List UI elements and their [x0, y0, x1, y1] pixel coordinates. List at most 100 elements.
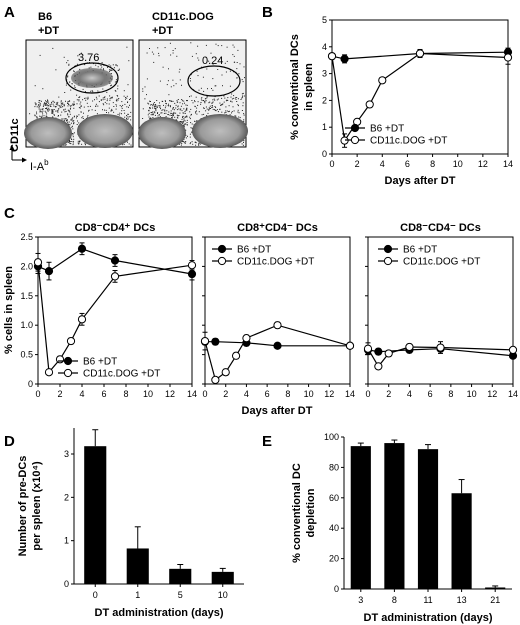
flow-y-axis-label: CD11c — [9, 118, 21, 152]
flow-event-dot — [108, 112, 110, 114]
flow-event-dot — [176, 101, 178, 103]
data-point-open — [55, 355, 65, 364]
flow-event-dot — [187, 100, 188, 102]
flow-event-dot — [204, 100, 206, 102]
flow-event-dot — [67, 60, 69, 62]
flow-event-dot — [113, 67, 115, 69]
flow-event-dot — [189, 96, 190, 98]
y-tick-label: 0 — [322, 149, 327, 159]
flow-event-dot — [207, 112, 209, 114]
x-tick-label: 14 — [187, 389, 197, 399]
flow-event-dot — [242, 102, 244, 104]
flow-event-dot — [87, 106, 89, 108]
flow-event-dot — [155, 110, 157, 112]
flow-event-dot — [223, 95, 225, 97]
flow-event-dot — [173, 85, 175, 87]
data-point-filled — [340, 54, 349, 63]
flow-event-dot — [226, 60, 228, 62]
flow-event-dot — [209, 105, 211, 107]
flow-event-dot — [172, 107, 174, 109]
flow-event-dot — [85, 144, 86, 146]
flow-event-dot — [70, 119, 72, 121]
y-axis-label-line2: depletion — [305, 488, 317, 537]
flow-event-dot — [94, 99, 95, 101]
flow-event-dot — [237, 98, 239, 100]
flow-event-dot — [152, 105, 154, 107]
flow-event-dot — [67, 102, 69, 104]
flow-event-dot — [152, 114, 154, 116]
panel-label-b: B — [262, 4, 273, 21]
flow-event-dot — [231, 112, 232, 114]
flow-event-dot — [189, 118, 191, 120]
flow-event-dot — [115, 64, 117, 66]
panel-label-c: C — [4, 205, 15, 222]
flow-event-dot — [242, 92, 244, 94]
flow-event-dot — [52, 109, 54, 111]
flow-event-dot — [63, 104, 65, 106]
flow-event-dot — [70, 89, 72, 91]
y-tick-label: 1 — [322, 122, 327, 132]
flow-event-dot — [49, 104, 51, 106]
flow-event-dot — [88, 110, 89, 112]
flow-event-dot — [78, 97, 80, 98]
flow-event-dot — [190, 95, 192, 97]
data-point-open — [221, 368, 230, 377]
flow-event-dot — [198, 143, 199, 145]
x-tick-label: 5 — [178, 590, 183, 600]
flow-event-dot — [61, 118, 63, 120]
flow-event-dot — [159, 106, 161, 108]
flow-event-dot — [44, 102, 45, 104]
flow-event-dot — [60, 106, 62, 108]
legend-label: B6 +DT — [370, 124, 404, 135]
flow-event-dot — [236, 97, 238, 98]
flow-event-dot — [150, 101, 151, 102]
flow-event-dot — [102, 103, 104, 105]
flow-event-dot — [142, 118, 144, 119]
data-point-filled — [44, 267, 54, 276]
flow-event-dot — [101, 62, 103, 64]
flow-event-dot — [226, 110, 228, 112]
x-tick-label: 4 — [244, 389, 249, 399]
flow-event-dot — [181, 110, 183, 112]
y-tick-label: 60 — [329, 493, 339, 503]
flow-event-dot — [214, 106, 216, 107]
flow-event-dot — [54, 114, 55, 116]
flow-event-dot — [122, 144, 124, 146]
x-tick-label: 11 — [423, 595, 432, 605]
flow-event-dot — [76, 99, 78, 101]
flow-event-dot — [69, 105, 71, 107]
flow-event-dot — [61, 111, 63, 113]
y-tick-label: 1.0 — [20, 320, 33, 330]
flow-event-dot — [110, 73, 112, 74]
flow-event-dot — [113, 111, 115, 113]
flow-event-dot — [166, 84, 168, 86]
flow-event-dot — [219, 58, 221, 60]
flow-event-dot — [42, 110, 44, 112]
flow-event-dot — [202, 76, 204, 78]
flow-event-dot — [237, 109, 239, 111]
flow-event-dot — [174, 116, 176, 118]
flow-event-dot — [153, 106, 155, 108]
flow-event-dot — [175, 119, 177, 121]
flow-event-dot — [102, 88, 104, 90]
flow-event-dot — [164, 107, 166, 109]
flow-event-dot — [60, 101, 62, 103]
flow-event-dot — [194, 120, 195, 122]
flow-event-dot — [110, 85, 112, 87]
flow-event-dot — [46, 107, 48, 109]
flow-event-dot — [171, 117, 173, 119]
flow-event-dot — [82, 118, 84, 119]
flow-event-dot — [71, 104, 73, 106]
flow-event-dot — [112, 64, 114, 66]
flow-event-dot — [211, 102, 213, 104]
flow-event-dot — [43, 103, 45, 105]
flow-event-dot — [51, 110, 53, 112]
flow-event-dot — [172, 52, 174, 54]
flow-event-dot — [36, 111, 37, 113]
flow-event-dot — [153, 53, 155, 55]
flow-event-dot — [168, 111, 170, 113]
flow-event-dot — [184, 112, 186, 114]
flow-event-dot — [84, 64, 86, 66]
data-point-open — [340, 136, 349, 145]
